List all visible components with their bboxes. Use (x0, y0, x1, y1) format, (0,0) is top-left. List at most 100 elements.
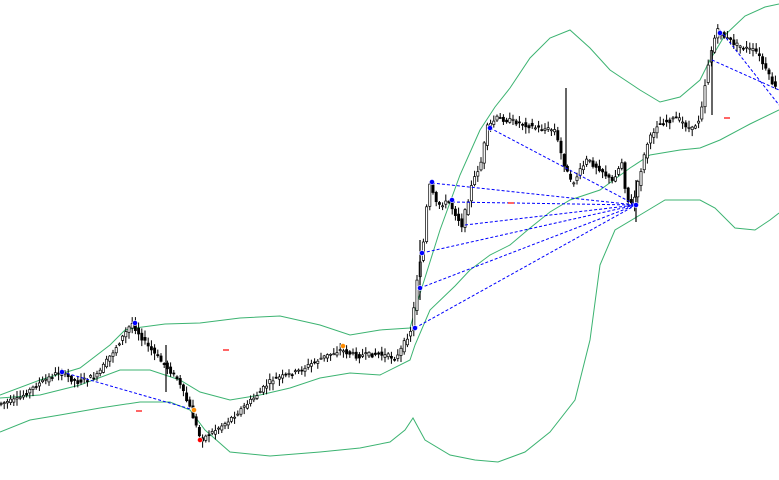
candle-body (380, 351, 384, 356)
candle-body (242, 405, 246, 408)
candle (53, 367, 57, 377)
candle (73, 377, 77, 388)
candle (12, 394, 16, 406)
candle (613, 170, 617, 183)
candle (674, 111, 678, 119)
candles (0, 24, 777, 448)
candle-body (402, 340, 406, 353)
candle-body (674, 116, 678, 119)
candle (15, 391, 19, 406)
candle-body (271, 380, 275, 385)
candle-body (121, 335, 125, 341)
candle (428, 181, 432, 211)
candle-body (479, 161, 483, 171)
candle (194, 413, 198, 428)
candle-body (159, 355, 163, 362)
candle-body (767, 69, 771, 75)
candle-body (213, 430, 217, 435)
candle (479, 157, 483, 172)
candle-body (585, 158, 589, 165)
candle-body (549, 129, 553, 132)
candle-body (341, 350, 345, 353)
candle (607, 173, 611, 184)
candle-body (181, 384, 185, 392)
signal-marker (412, 325, 418, 331)
candle (469, 180, 473, 208)
candle-body (757, 53, 761, 57)
candle (313, 358, 317, 365)
candle-body (117, 343, 121, 346)
candle (377, 351, 381, 359)
candle (703, 79, 707, 114)
candle (562, 153, 566, 172)
candle-body (364, 352, 368, 355)
candle-body (146, 342, 150, 347)
candle (588, 159, 592, 164)
candle-body (677, 117, 681, 121)
candle (140, 328, 144, 347)
candle-body (329, 353, 333, 356)
candle (735, 39, 739, 52)
candle (309, 359, 313, 373)
candle (559, 137, 563, 160)
candle (633, 190, 637, 212)
signal-marker (340, 343, 346, 349)
candle (713, 34, 717, 54)
candle-body (569, 173, 573, 180)
candle (47, 373, 51, 386)
candle-body (309, 363, 313, 367)
candle (514, 118, 518, 127)
candle-body (473, 176, 477, 185)
candle (204, 434, 208, 443)
candle-body (396, 354, 400, 359)
candle (345, 345, 349, 359)
candle-body (655, 126, 659, 134)
candle (642, 152, 646, 174)
candle (671, 116, 675, 123)
candle (239, 406, 243, 417)
candle (121, 334, 125, 345)
candle-body (290, 374, 294, 377)
candle-body (76, 380, 80, 384)
candle-body (389, 355, 393, 359)
candle (303, 365, 307, 377)
candle (617, 166, 621, 177)
candle (165, 360, 169, 375)
candle-body (498, 117, 502, 119)
candle-body (79, 379, 83, 383)
candle-body (399, 347, 403, 356)
candle (159, 353, 163, 363)
candle (681, 116, 685, 129)
candle-body (434, 192, 438, 203)
candle (604, 165, 608, 179)
candle-body (556, 130, 560, 141)
candle-body (236, 413, 240, 416)
candle-body (441, 205, 445, 208)
candle-body (223, 423, 227, 427)
candle (661, 118, 665, 127)
candle (578, 163, 582, 180)
candle-body (41, 379, 45, 383)
candle-body (703, 85, 707, 108)
candle (761, 53, 765, 70)
candle-body (383, 354, 387, 358)
candle (261, 384, 265, 395)
candle (114, 345, 118, 356)
candle-body (575, 176, 579, 181)
candle-body (101, 363, 105, 373)
signal-marker (717, 30, 723, 36)
candle (277, 374, 281, 386)
candle-body (588, 159, 592, 162)
candle-body (255, 395, 259, 399)
candle-body (287, 372, 291, 375)
connector-line (719, 29, 779, 106)
candle (287, 369, 291, 378)
candle-body (681, 121, 685, 124)
candle-body (581, 165, 585, 171)
candle-body (559, 140, 563, 154)
candle (610, 175, 614, 184)
candle (697, 115, 701, 129)
candle (249, 395, 253, 407)
candle-body (706, 64, 710, 83)
candle (210, 428, 214, 436)
